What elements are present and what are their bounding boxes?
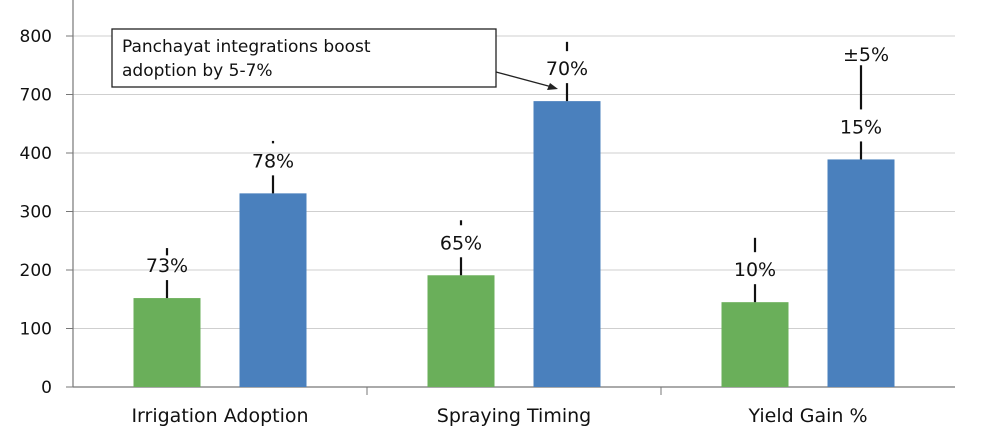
data-label: 15% <box>840 116 882 138</box>
callout-line-1: Panchayat integrations boost <box>122 37 371 57</box>
y-tick-label: 300 <box>20 203 52 223</box>
y-tick-label: 800 <box>20 27 52 47</box>
bar <box>827 159 895 387</box>
data-label: 65% <box>440 232 482 254</box>
y-tick-label: 100 <box>20 320 52 340</box>
bar <box>533 101 601 387</box>
callout-arrowhead <box>547 83 558 90</box>
x-category-label: Spraying Timing <box>437 405 591 427</box>
annotation-plus-minus: ±5% <box>843 44 889 66</box>
bar <box>133 298 201 387</box>
y-tick-label: 400 <box>20 144 52 164</box>
axes: 0 100 200 300 400 700 800 <box>20 0 955 398</box>
callout-annotation: Panchayat integrations boost adoption by… <box>111 28 558 90</box>
bar <box>239 193 307 387</box>
callout-box <box>111 28 497 88</box>
x-category-label: Irrigation Adoption <box>131 405 308 427</box>
y-tick-label: 700 <box>20 86 52 106</box>
x-category-label: Yield Gain % <box>747 405 867 427</box>
labels: Irrigation Adoption 73% 78% Spraying Timing… <box>131 58 882 427</box>
data-label: 70% <box>546 58 588 80</box>
callout-line-2: adoption by 5-7% <box>122 61 273 81</box>
bar <box>427 275 495 387</box>
data-label: 78% <box>252 150 294 172</box>
y-tick-label: 200 <box>20 261 52 281</box>
data-label: 10% <box>734 259 776 281</box>
data-label: 73% <box>146 255 188 277</box>
callout-leader-line <box>495 71 553 88</box>
bar <box>721 302 789 387</box>
y-tick-label: 0 <box>41 378 52 398</box>
bars <box>133 41 895 387</box>
